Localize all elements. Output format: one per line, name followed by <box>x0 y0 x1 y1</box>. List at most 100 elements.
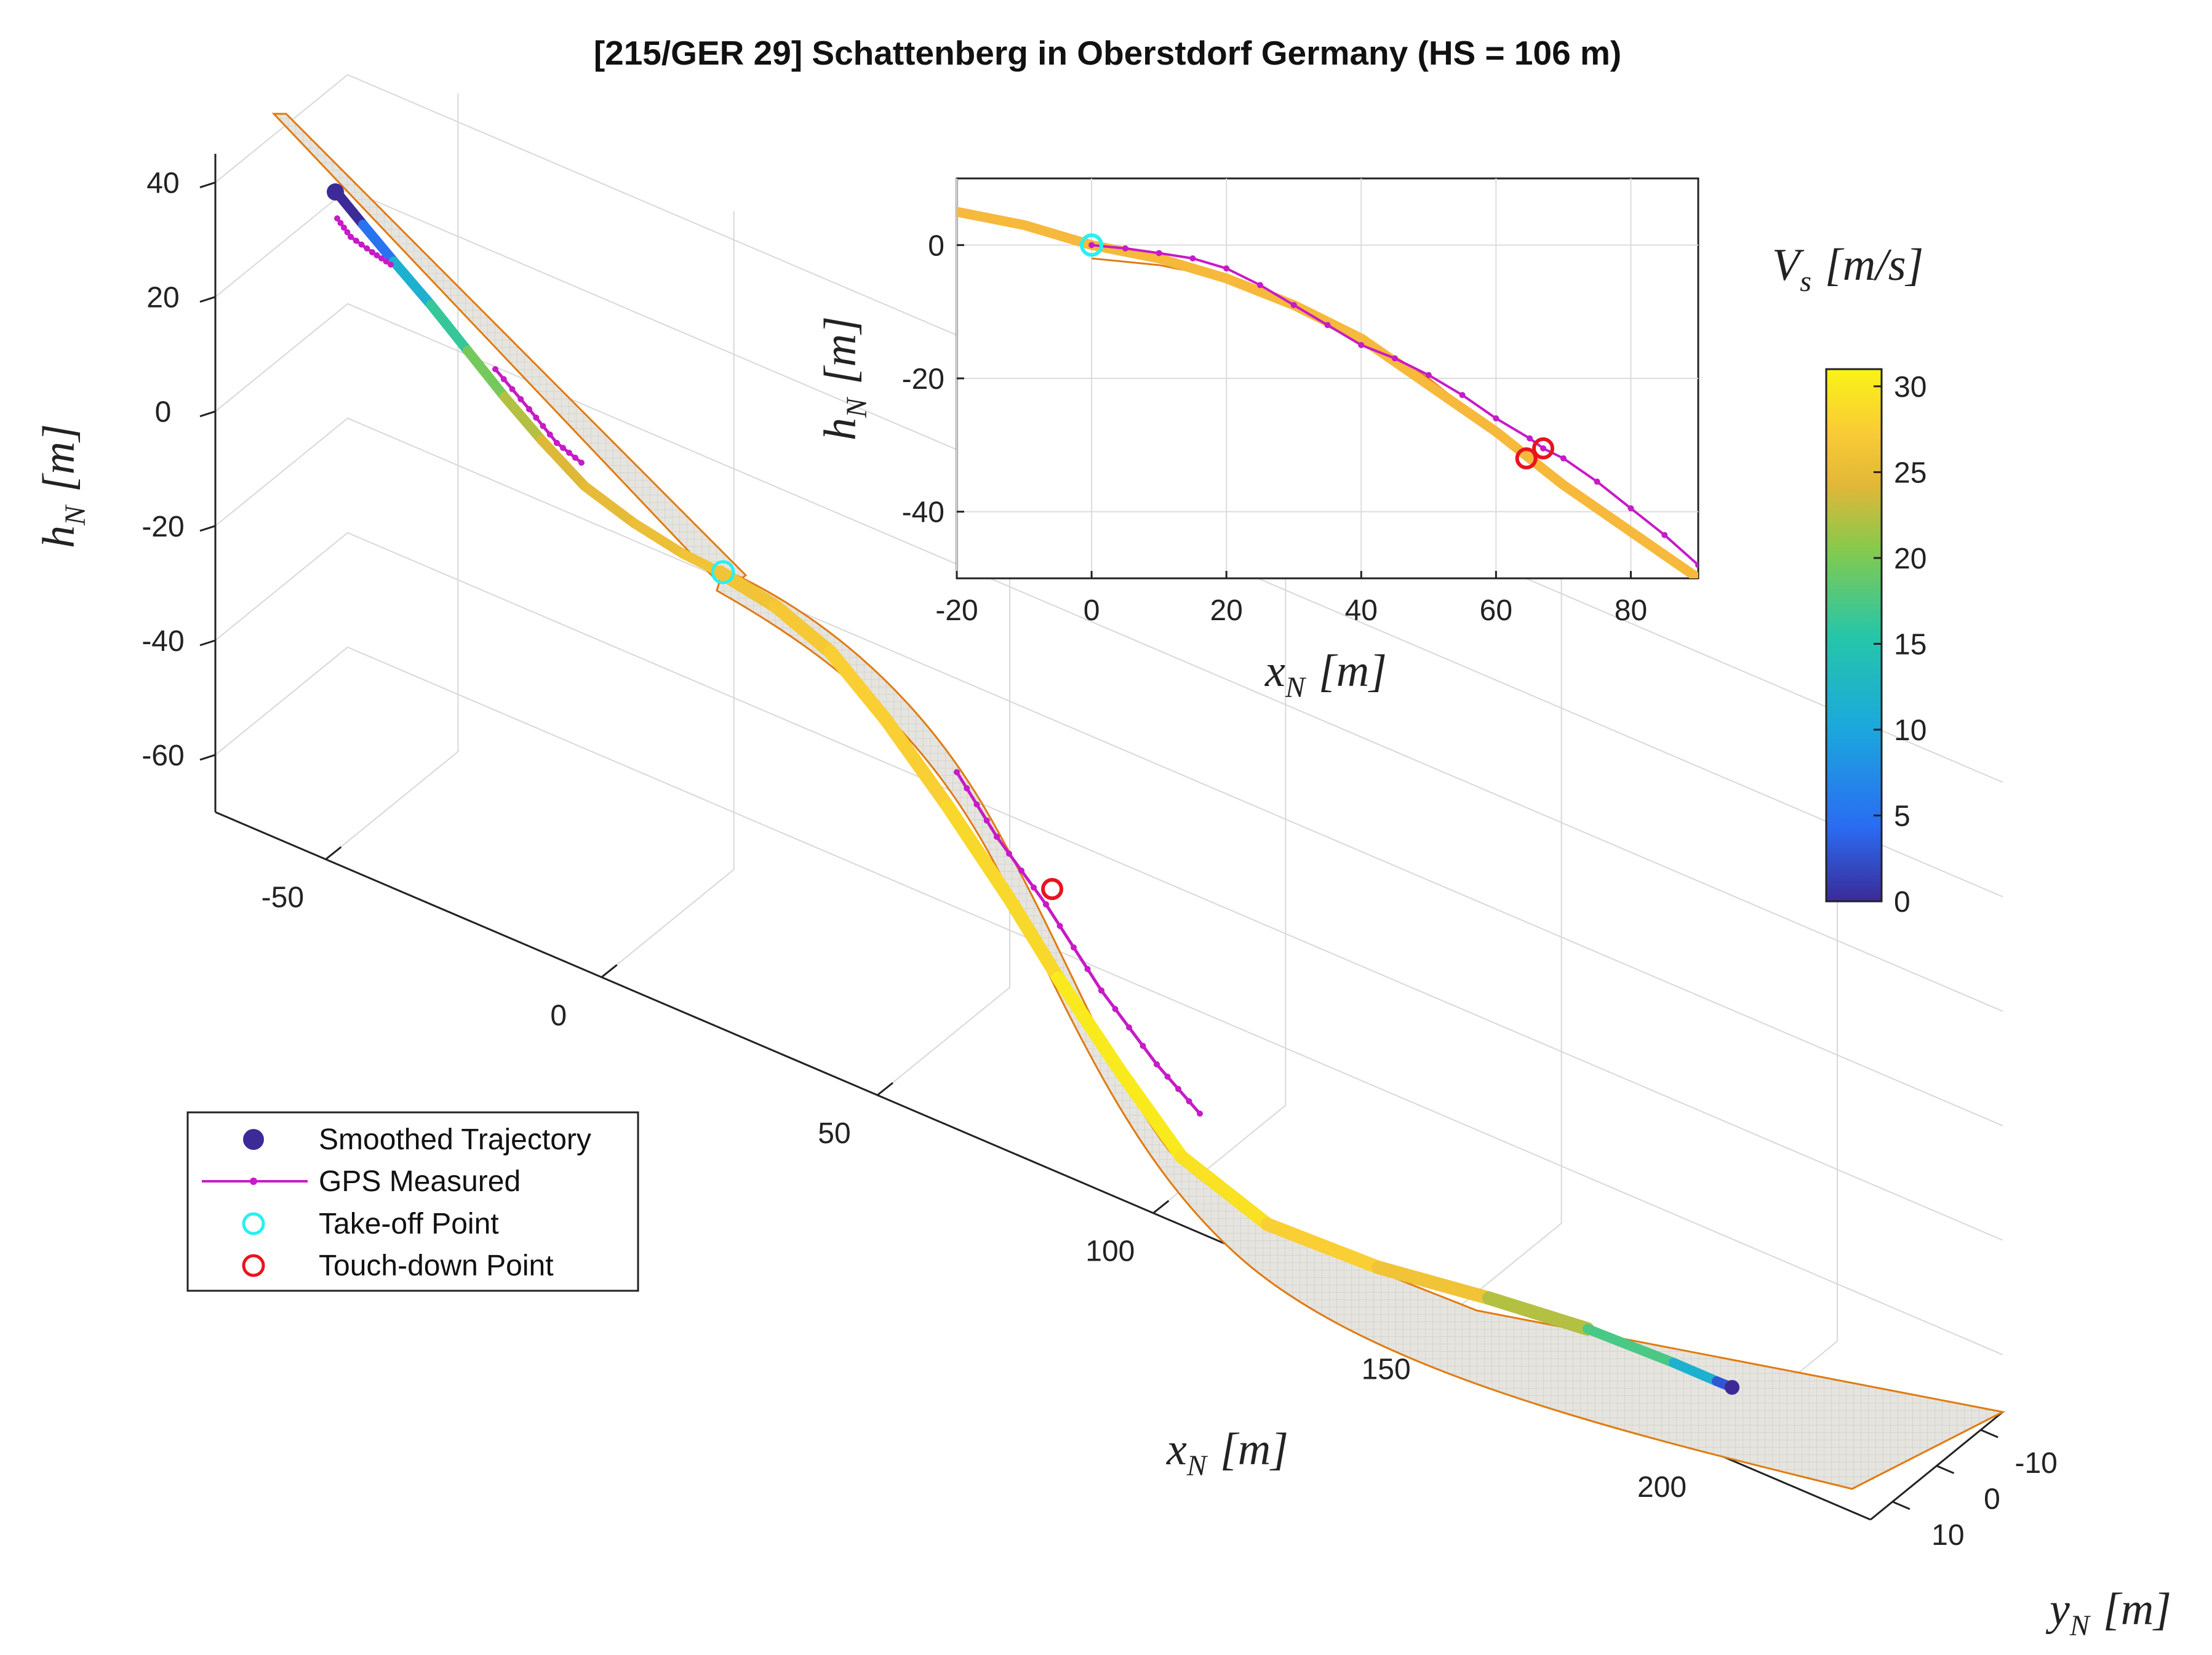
x-axis-label: xN [m] <box>1166 1424 1288 1482</box>
gps-measured-dot <box>578 460 585 466</box>
x-tick-label: 100 <box>1085 1235 1135 1268</box>
gps-measured-dot <box>1018 867 1024 874</box>
z-axis-label: hN[m] <box>34 424 92 548</box>
gps-measured-dot <box>509 386 516 393</box>
inset-x-tick-label: 60 <box>1480 594 1512 627</box>
gps-measured-dot <box>572 455 578 461</box>
inset-gps-dot <box>1594 478 1600 485</box>
gps-measured-dot <box>533 414 540 421</box>
legend-marker-takeoff <box>242 1212 265 1235</box>
x-tick-label: 150 <box>1362 1353 1411 1386</box>
z-tick-mark <box>199 296 216 303</box>
gps-measured-dot <box>1140 1043 1146 1049</box>
x-tick-label: 0 <box>550 999 567 1032</box>
trajectory-end-dot <box>1725 1380 1739 1395</box>
gps-measured-dot <box>1126 1024 1132 1031</box>
inset-y-label: hN[m] <box>815 316 873 441</box>
inset-y-tick-label: -20 <box>902 363 944 396</box>
z-tick-mark <box>199 754 216 761</box>
gps-measured-dot <box>566 450 572 456</box>
inset-touch-down-marker <box>1532 437 1555 460</box>
gps-measured-dot <box>500 376 507 383</box>
trajectory-segment <box>1175 1150 1274 1231</box>
inset-gps-dot <box>1324 322 1331 329</box>
grid-line-x <box>601 211 735 978</box>
y-ticks: -10 0 10 <box>1892 1429 2058 1552</box>
trajectory-segment <box>500 392 546 445</box>
inset-gps-dot <box>1425 372 1432 378</box>
trajectory-segment <box>1113 1064 1188 1163</box>
colorbar-tick-label: 10 <box>1894 714 1927 747</box>
inset-gps-dot <box>1256 282 1263 289</box>
colorbar-tick-label: 25 <box>1894 457 1927 489</box>
y-tick-mark <box>1980 1429 1998 1438</box>
z-tick-mark <box>199 525 216 532</box>
gps-measured-dot <box>373 252 380 258</box>
hill-upper-ramp <box>271 113 748 592</box>
inset-gps-dot <box>1122 245 1128 252</box>
gps-measured-dot <box>364 245 370 252</box>
inset-x-tick-label: 80 <box>1615 594 1647 627</box>
inset-gps-dot <box>1290 301 1297 308</box>
trajectory-segment <box>537 435 589 491</box>
x-tick-label: 200 <box>1637 1471 1687 1504</box>
z-tick-label: -20 <box>142 511 184 543</box>
inset-x-tick-label: -20 <box>935 594 978 627</box>
gps-measured-dot <box>369 249 375 255</box>
gps-measured-dot <box>1164 1074 1171 1080</box>
touch-down-point-marker <box>1041 878 1063 900</box>
x-tick-label: 50 <box>818 1117 850 1150</box>
gps-measured-dot <box>1006 850 1012 857</box>
inset-gps-dots <box>1088 242 1698 568</box>
inset-gps-dot <box>1223 265 1230 272</box>
gps-measured-dot <box>560 445 566 451</box>
trajectory-segment <box>1669 1358 1722 1386</box>
grid-line-z <box>215 532 2003 1241</box>
inset-gps-dot <box>1189 255 1196 261</box>
gps-measured-dot <box>1098 987 1104 994</box>
x-tick-mark <box>877 1082 893 1096</box>
gps-measured-dot <box>1071 944 1077 951</box>
gps-measured-dot <box>973 801 980 808</box>
inset-gps-dot <box>1540 445 1547 452</box>
gps-measured-3d <box>334 215 1203 1117</box>
trajectory-segment <box>629 518 688 559</box>
z-tick-mark <box>199 410 216 418</box>
trajectory-segment <box>1482 1291 1594 1336</box>
z-tick-label: -60 <box>142 740 184 772</box>
gps-measured-dot <box>1112 1006 1119 1012</box>
inset-touch-down-marker <box>1515 447 1538 469</box>
y-tick-label: 0 <box>1984 1483 2000 1516</box>
gps-measured-dot <box>1056 923 1063 929</box>
legend: Smoothed Trajectory GPS Measured Take-of… <box>186 1111 639 1292</box>
hill-landing-surface <box>716 567 2006 1490</box>
y-tick-label: 10 <box>1931 1519 1964 1552</box>
z-ticks: -60 -40 -20 0 20 40 <box>142 167 216 772</box>
colorbar-tick-label: 30 <box>1894 371 1927 404</box>
inset-gps-dot <box>1392 355 1399 362</box>
colorbar-tick-label: 15 <box>1894 628 1927 661</box>
inset-x-tick-label: 40 <box>1345 594 1378 627</box>
inset-gps-dot <box>1560 455 1567 461</box>
inset-gps-dot <box>1156 250 1162 257</box>
gps-measured-dot <box>337 220 344 226</box>
gps-measured-dot <box>1197 1111 1203 1117</box>
z-tick-mark <box>199 639 216 647</box>
gps-measured-dot <box>1043 901 1049 907</box>
trajectory-segment <box>713 565 782 613</box>
trajectory-segment <box>824 645 893 727</box>
trajectory-segment <box>580 481 639 528</box>
gps-measured-dot <box>983 817 990 824</box>
grid-line-z <box>215 646 2003 1355</box>
colorbar-bar <box>1825 368 1883 903</box>
gps-measured-dot <box>517 396 524 402</box>
trajectory-segment <box>1002 891 1065 985</box>
gps-measured-dot <box>1084 966 1091 972</box>
gps-measured-dot <box>526 406 532 412</box>
gps-measured-dot <box>388 261 394 268</box>
z-tick-mark <box>199 181 216 188</box>
gps-measured-dot <box>964 785 970 792</box>
inset-markers <box>1080 233 1555 469</box>
legend-label-smoothed: Smoothed Trajectory <box>319 1123 591 1156</box>
